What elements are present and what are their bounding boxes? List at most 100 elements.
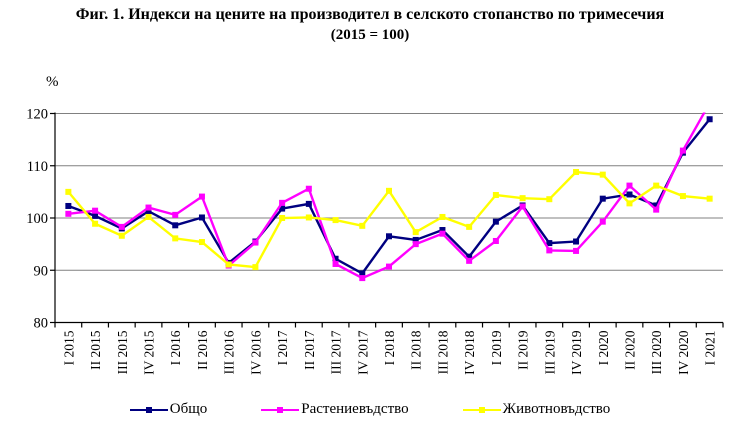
x-tick-label: III 2018 [435,330,450,374]
series-marker-1 [198,193,205,200]
series-marker-1 [305,185,312,192]
figure-subtitle: (2015 = 100) [330,27,410,43]
x-tick-label: IV 2020 [676,330,691,375]
y-tick-label: 80 [34,316,49,332]
series-marker-0 [92,212,99,219]
series-marker-1 [172,211,179,218]
series-marker-2 [626,200,633,207]
figure-title: Фиг. 1. Индекси на цените на производите… [75,6,665,23]
series-marker-1 [573,247,580,254]
x-tick-label: I 2016 [168,330,183,365]
series-marker-0 [439,227,446,234]
series-marker-0 [466,253,473,260]
legend-marker-icon [145,406,152,413]
legend-line-sample-obshto [129,406,168,414]
series-marker-2 [118,232,125,239]
series-marker-2 [359,222,366,229]
series-marker-0 [626,191,633,198]
x-tick-label: III 2019 [542,330,557,374]
y-tick-label: 120 [26,107,48,123]
legend-label: Общо [169,401,208,417]
series-marker-2 [92,220,99,227]
series-marker-0 [279,205,286,212]
series-marker-0 [546,240,553,247]
x-tick-label: I 2021 [703,331,718,366]
series-marker-0 [599,195,606,202]
legend-marker-icon [478,406,485,413]
series-marker-2 [573,169,580,176]
y-tick-label: 100 [26,211,48,227]
x-tick-label: IV 2017 [355,330,370,375]
series-marker-2 [519,195,526,202]
series-marker-0 [386,233,392,240]
series-marker-1 [118,223,125,230]
x-tick-label: IV 2019 [569,330,584,375]
y-tick-label: 110 [27,159,48,175]
series-marker-2 [65,188,72,195]
series-marker-1 [707,100,713,106]
legend-line-sample-zhivotnovadstvo [462,406,501,414]
series-marker-0 [706,116,713,123]
series-marker-1 [332,260,339,267]
series-marker-0 [412,236,419,243]
series-marker-0 [359,270,366,277]
series-marker-1 [92,207,99,214]
series-marker-0 [653,202,660,209]
series-marker-2 [145,213,152,220]
series-marker-2 [492,192,499,199]
series-line-0 [67,118,711,275]
legend-item-obshto: Общо [129,401,208,418]
x-tick-label: I 2020 [596,330,611,365]
x-tick-label: II 2019 [516,330,531,370]
series-marker-0 [305,200,312,207]
series-marker-1 [492,237,499,244]
y-axis-unit-label: % [46,74,59,90]
x-tick-label: III 2017 [329,330,344,374]
series-marker-0 [65,202,72,209]
legend-item-zhivotnovadstvo: Животновъдство [462,401,611,418]
series-marker-1 [412,241,419,248]
series-marker-2 [706,195,713,202]
series-group-2 [65,169,713,271]
series-marker-2 [198,239,205,246]
series-marker-1 [386,263,392,270]
series-marker-0 [332,255,339,262]
x-tick-label: I 2015 [61,330,76,365]
legend-item-rastenievadstvo: Растениевъдство [261,401,409,418]
series-marker-0 [145,208,152,215]
legend-label: Растениевъдство [301,401,409,417]
x-tick-label: II 2017 [302,330,317,370]
series-marker-1 [439,230,446,237]
x-tick-label: IV 2018 [462,330,477,375]
series-marker-2 [599,171,606,178]
x-tick-label: II 2018 [409,330,424,370]
x-tick-label: IV 2015 [142,330,157,375]
series-marker-1 [145,204,152,211]
series-marker-2 [439,213,446,220]
series-marker-2 [386,187,392,194]
series-marker-1 [679,147,686,154]
legend-label: Животновъдство [502,401,611,417]
series-marker-2 [546,196,553,203]
series-marker-2 [252,264,259,271]
x-tick-label: II 2015 [88,330,103,370]
series-marker-2 [172,235,179,242]
series-marker-2 [653,182,660,189]
x-tick-label: III 2020 [649,330,664,374]
series-marker-2 [412,229,419,236]
series-marker-2 [225,261,232,268]
legend-marker-icon [277,406,284,413]
legend-line-sample-rastenievadstvo [261,406,300,414]
series-marker-2 [332,217,339,224]
series-marker-1 [546,247,553,254]
series-marker-2 [679,193,686,200]
series-marker-1 [519,203,526,210]
y-tick-label: 90 [34,263,49,279]
series-marker-2 [279,215,286,221]
series-marker-2 [305,214,312,221]
series-marker-1 [252,239,259,246]
chart-legend: Общо Растениевъдство Животновъдство [0,401,740,418]
series-marker-1 [359,275,366,282]
